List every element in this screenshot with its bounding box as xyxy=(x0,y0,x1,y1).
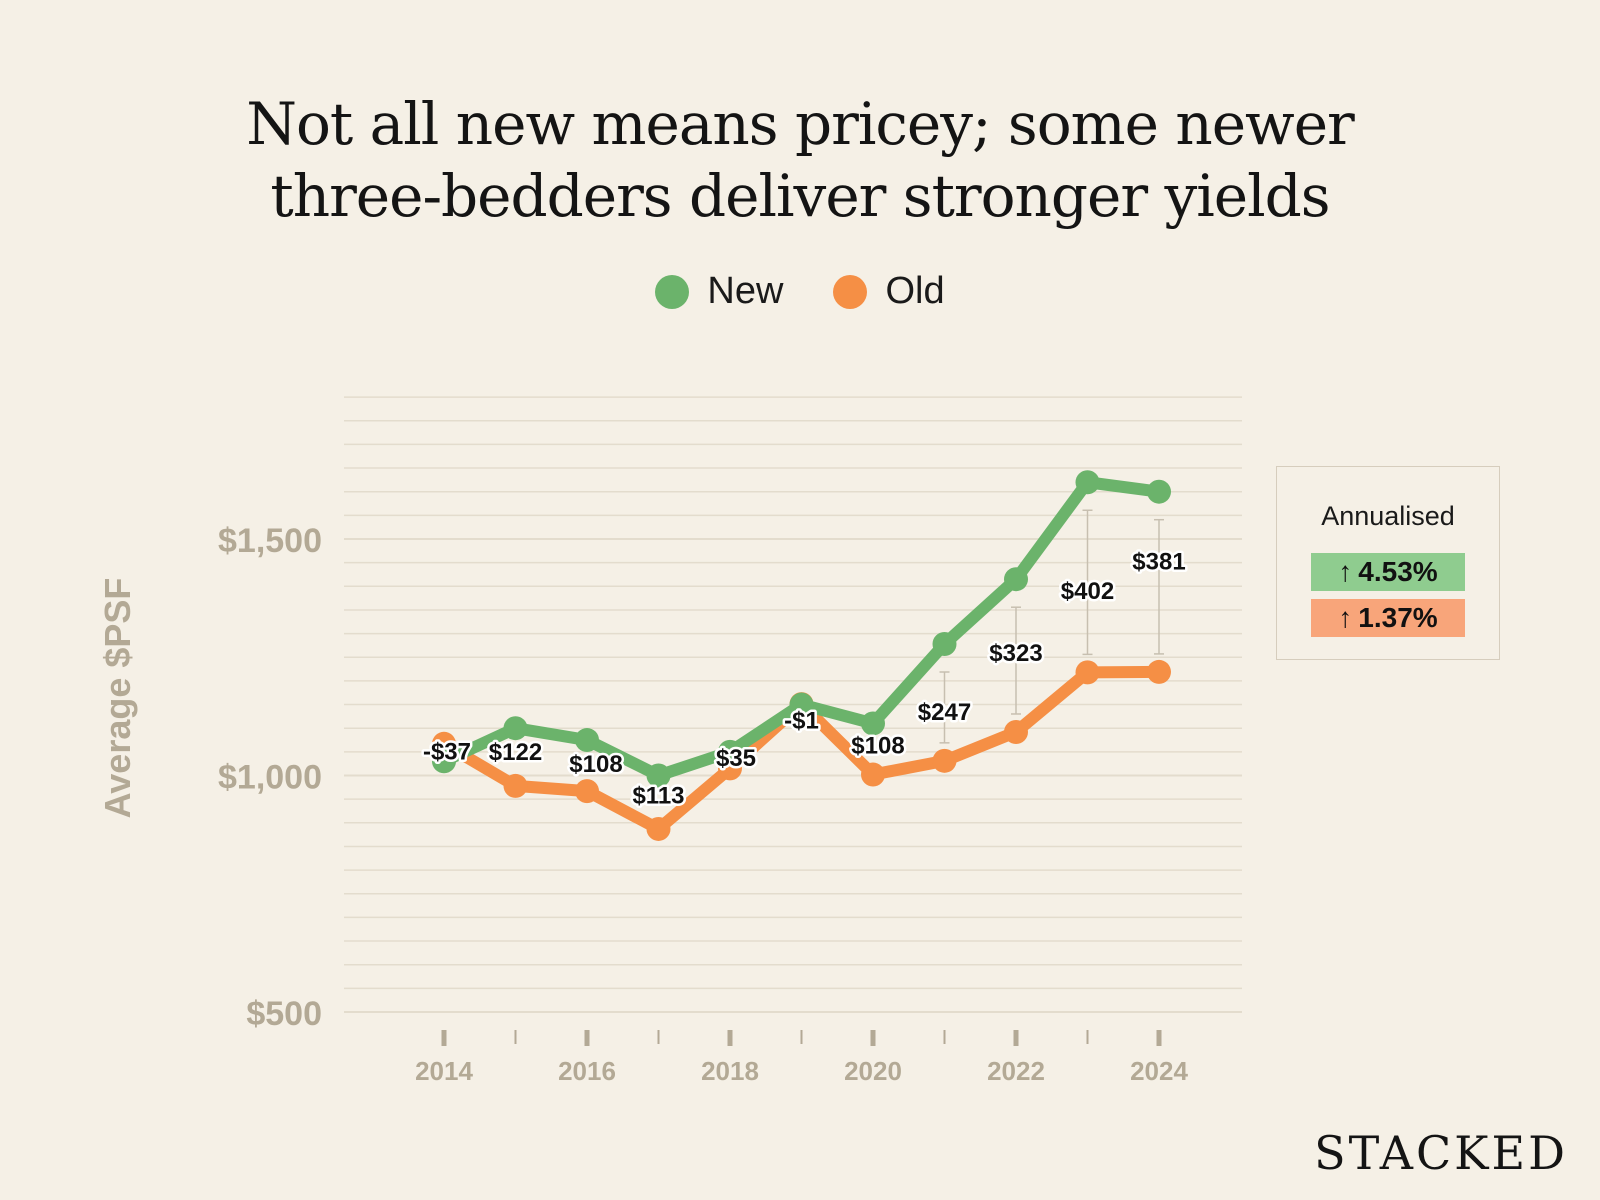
chart-title-line-2: three-bedders deliver stronger yields xyxy=(270,162,1330,230)
data-point-old xyxy=(861,762,885,787)
difference-label: $402 xyxy=(1061,578,1114,605)
data-point-new xyxy=(861,711,885,736)
y-axis-title: Average $PSF xyxy=(97,578,138,819)
x-tick-label: 2022 xyxy=(987,1056,1045,1086)
data-point-new xyxy=(575,728,599,753)
data-point-new xyxy=(789,692,814,717)
legend-dot-old-icon xyxy=(833,274,868,309)
annualised-panel: Annualised ↑ 4.53% ↑ 1.37% xyxy=(1276,466,1500,660)
brand-logo: STACKED xyxy=(1314,1126,1568,1180)
arrow-up-icon: ↑ xyxy=(1338,556,1353,587)
data-point-new xyxy=(432,749,456,774)
legend-label-old: Old xyxy=(885,270,945,312)
annualised-new-badge: ↑ 4.53% xyxy=(1311,553,1465,591)
x-tick-label: 2018 xyxy=(701,1056,759,1086)
arrow-up-icon: ↑ xyxy=(1338,602,1353,633)
annualised-old-value: 1.37% xyxy=(1358,602,1438,633)
annualised-title: Annualised xyxy=(1321,501,1455,531)
data-point-old xyxy=(1147,659,1171,684)
data-point-old xyxy=(646,816,671,841)
difference-label: $35 xyxy=(716,745,756,772)
x-tick-label: 2016 xyxy=(558,1056,616,1086)
difference-label: $381 xyxy=(1132,549,1185,576)
difference-label: $113 xyxy=(632,783,684,810)
legend-item-old: Old xyxy=(833,270,945,313)
chart-title: Not all new means pricey; some newer thr… xyxy=(0,88,1600,232)
legend-item-new: New xyxy=(655,270,783,313)
y-tick-label: $1,500 xyxy=(218,522,322,560)
data-point-old xyxy=(1004,719,1028,744)
difference-label: -$37 xyxy=(423,738,471,765)
legend-dot-new-icon xyxy=(655,274,690,309)
data-point-new xyxy=(1004,567,1028,592)
chart-title-line-1: Not all new means pricey; some newer xyxy=(246,90,1355,158)
data-point-old xyxy=(432,731,456,756)
legend-label-new: New xyxy=(707,270,784,312)
data-point-old xyxy=(503,773,528,798)
data-point-old xyxy=(575,779,599,804)
data-point-old xyxy=(1075,660,1100,685)
data-point-new xyxy=(1075,470,1100,495)
x-tick-label: 2020 xyxy=(844,1056,902,1086)
data-point-new xyxy=(718,739,742,764)
data-point-new xyxy=(932,632,957,657)
x-tick-label: 2014 xyxy=(415,1056,473,1086)
data-point-old xyxy=(718,756,742,781)
difference-label: -$1 xyxy=(784,708,819,735)
y-tick-label: $1,000 xyxy=(218,759,322,797)
difference-label: $323 xyxy=(989,640,1042,667)
annualised-new-value: 4.53% xyxy=(1358,556,1438,587)
data-point-new xyxy=(646,763,671,788)
difference-label: $108 xyxy=(851,732,904,759)
data-point-new xyxy=(1147,479,1171,504)
annualised-old-badge: ↑ 1.37% xyxy=(1311,599,1465,637)
data-point-new xyxy=(503,716,528,741)
difference-label: $247 xyxy=(918,699,971,726)
chart-legend: New Old xyxy=(0,270,1600,313)
y-tick-label: $500 xyxy=(246,995,322,1033)
data-point-old xyxy=(932,748,957,773)
difference-label: $108 xyxy=(569,751,622,778)
difference-label: $122 xyxy=(489,739,542,766)
x-tick-label: 2024 xyxy=(1130,1056,1188,1086)
